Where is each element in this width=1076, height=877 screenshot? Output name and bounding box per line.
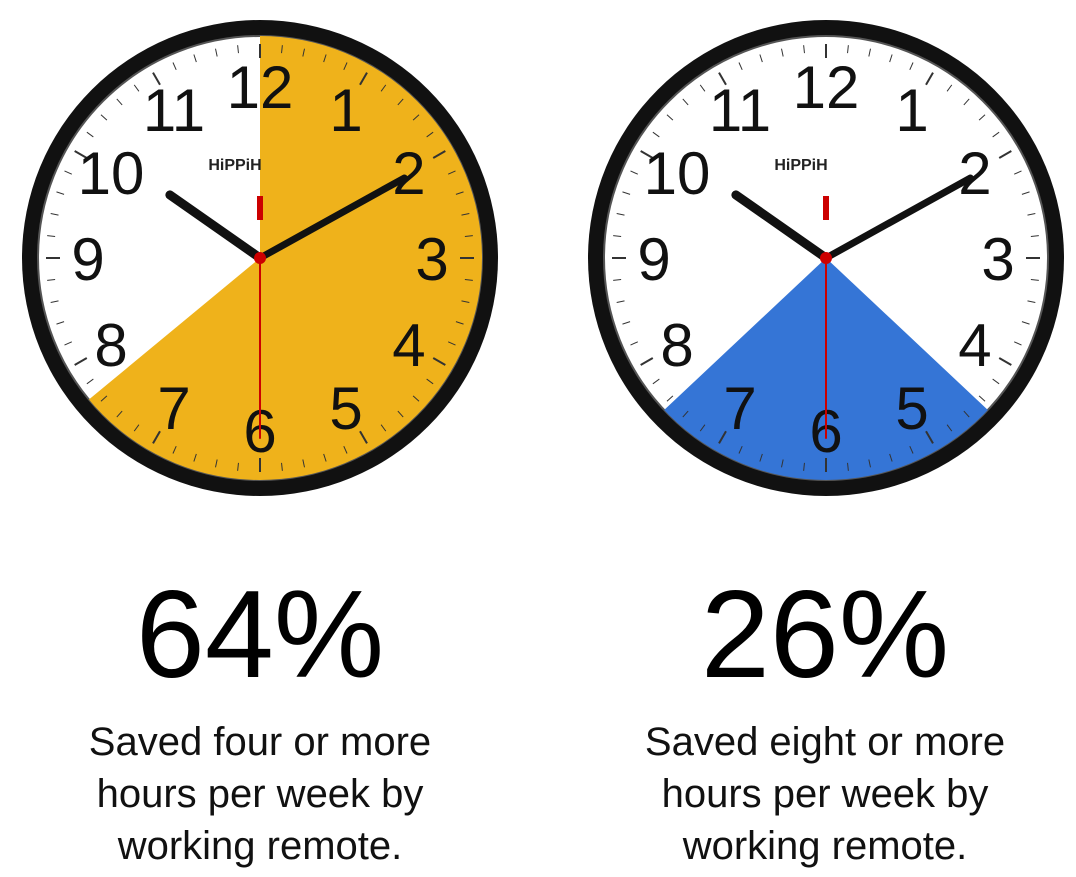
- dial-number: 3: [981, 226, 1014, 293]
- dial-number: 5: [895, 375, 928, 442]
- clocks: 121234567891011HiPPiH121234567891011HiPP…: [0, 0, 1076, 560]
- dial-number: 2: [392, 140, 425, 207]
- hub: [254, 252, 266, 264]
- dial-number: 11: [143, 77, 205, 144]
- dial-number: 11: [709, 77, 771, 144]
- subtitle: Saved four or more hours per week by wor…: [45, 716, 475, 872]
- second-tail: [823, 196, 829, 220]
- second-tail: [257, 196, 263, 220]
- hub: [820, 252, 832, 264]
- dial-number: 10: [644, 140, 711, 207]
- brand: HiPPiH: [208, 157, 261, 174]
- dial-number: 2: [958, 140, 991, 207]
- dial-number: 3: [415, 226, 448, 293]
- dial-number: 12: [793, 54, 860, 121]
- dial-number: 4: [392, 312, 425, 379]
- dial-number: 4: [958, 312, 991, 379]
- dial-number: 9: [637, 226, 670, 293]
- dial-number: 8: [660, 312, 693, 379]
- dial-number: 7: [157, 375, 190, 442]
- dial-number: 5: [329, 375, 362, 442]
- dial-number: 8: [94, 312, 127, 379]
- dial-number: 10: [78, 140, 145, 207]
- brand: HiPPiH: [774, 157, 827, 174]
- value-label: 64%: [0, 570, 520, 700]
- subtitle: Saved eight or more hours per week by wo…: [610, 716, 1040, 872]
- dial-number: 1: [895, 77, 928, 144]
- value-label: 26%: [565, 570, 1076, 700]
- dial-number: 9: [71, 226, 104, 293]
- dial-number: 12: [227, 54, 294, 121]
- dial-number: 7: [723, 375, 756, 442]
- dial-number: 1: [329, 77, 362, 144]
- page: 121234567891011HiPPiH121234567891011HiPP…: [0, 0, 1076, 877]
